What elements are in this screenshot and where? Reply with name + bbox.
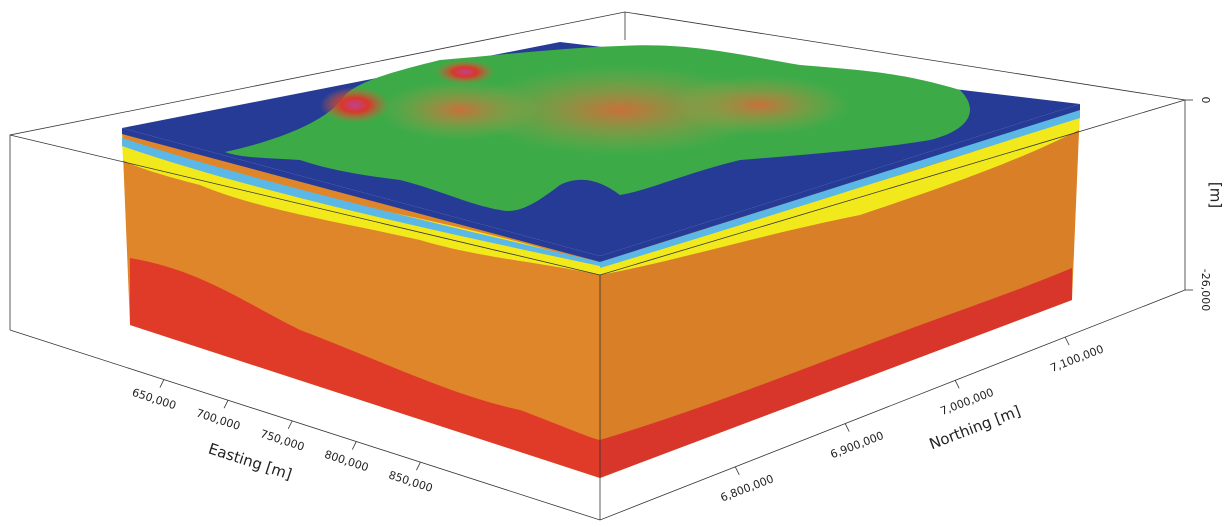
- x-tick: [416, 462, 420, 470]
- y-tick-label: 6,900,000: [829, 429, 886, 461]
- chart: Easting [m] Northing [m] [m] 650,000700,…: [0, 0, 1231, 527]
- z-axis-title: [m]: [1207, 182, 1225, 208]
- x-tick-label: 800,000: [323, 448, 370, 474]
- x-tick-label: 700,000: [195, 407, 242, 433]
- y-tick: [845, 424, 849, 432]
- z-tick-label: 0: [1199, 97, 1212, 104]
- y-tick-label: 7,100,000: [1048, 343, 1105, 375]
- x-tick-label: 750,000: [259, 427, 306, 453]
- x-tick: [288, 421, 292, 429]
- z-tick-label: -26,000: [1199, 269, 1212, 311]
- x-tick-label: 850,000: [387, 468, 434, 494]
- x-tick-label: 650,000: [130, 386, 177, 412]
- y-tick-label: 6,800,000: [719, 472, 776, 504]
- y-tick: [955, 380, 959, 388]
- x-tick: [352, 442, 356, 450]
- y-tick: [1065, 337, 1069, 345]
- x-tick: [160, 380, 164, 388]
- y-tick: [735, 467, 739, 475]
- x-tick: [224, 400, 228, 408]
